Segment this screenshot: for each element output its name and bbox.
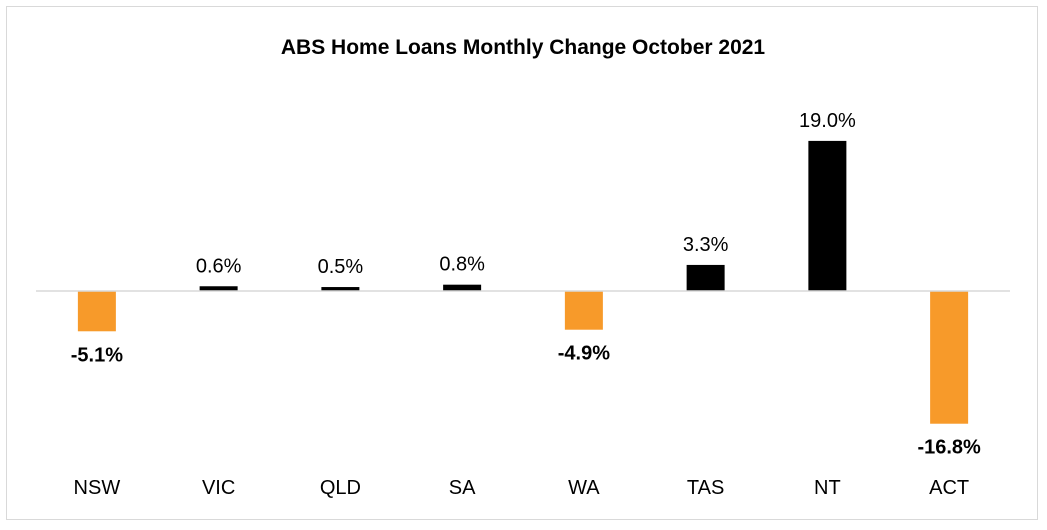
category-label-nt: NT [814,477,841,499]
bar-vic [199,286,238,291]
data-label-sa: 0.8% [439,254,485,276]
category-label-wa: WA [568,477,600,499]
chart-frame [6,6,1038,520]
bar-act [930,291,969,424]
category-label-nsw: NSW [74,477,121,499]
chart-title: ABS Home Loans Monthly Change October 20… [281,36,766,59]
category-label-tas: TAS [687,477,724,499]
data-label-qld: 0.5% [318,256,364,278]
bar-nsw [77,291,116,332]
category-label-vic: VIC [202,477,235,499]
bar-tas [686,264,725,291]
bars-group [77,140,969,424]
data-label-vic: 0.6% [196,255,242,277]
data-label-nsw: -5.1% [71,344,123,366]
category-labels-group: NSW VIC QLD SA WA TAS NT ACT [74,477,970,499]
category-label-sa: SA [449,477,476,499]
bar-qld [321,287,360,291]
data-label-wa: -4.9% [558,343,610,365]
data-label-tas: 3.3% [683,234,729,256]
category-label-act: ACT [929,477,969,499]
bar-sa [443,284,482,291]
data-labels-group: -5.1% 0.6% 0.5% 0.8% -4.9% 3.3% 19.0% -16.8% [71,110,981,459]
category-label-qld: QLD [320,477,361,499]
bar-nt [808,140,847,291]
data-label-act: -16.8% [917,437,981,459]
data-label-nt: 19.0% [799,110,856,132]
bar-wa [564,291,603,330]
